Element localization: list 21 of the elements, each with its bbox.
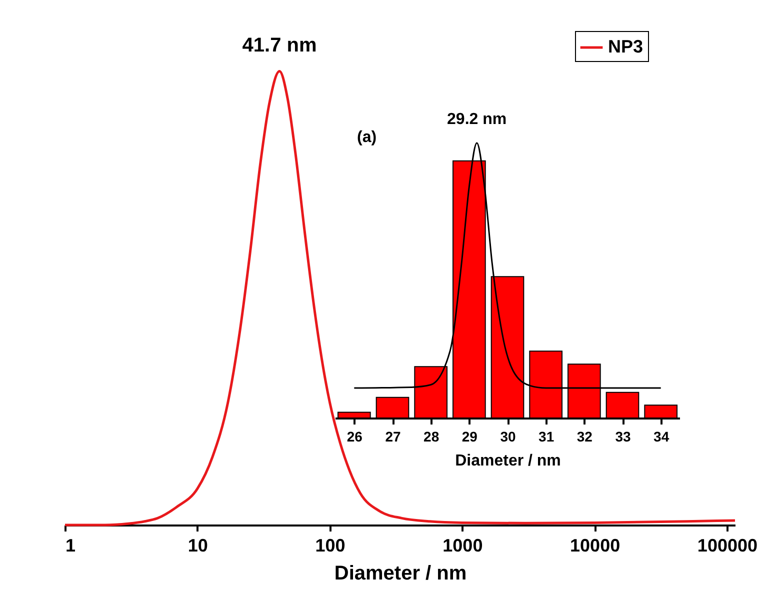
x-tick-label: 28 [424,428,440,444]
x-tick-label: 1 [66,536,76,556]
annotation: (a) [357,129,377,146]
x-tick-label: 32 [576,428,593,444]
x-tick-label: 29 [462,428,478,444]
x-tick-label: 10 [188,536,208,556]
x-tick-label: 31 [538,428,554,444]
x-tick-label: 100000 [697,536,758,556]
x-tick-label: 1000 [442,536,483,556]
legend-label: NP3 [608,36,644,56]
x-tick-label: 10000 [570,536,620,556]
x-tick-label: 100 [315,536,346,556]
x-tick-label: 26 [346,428,363,444]
annotation: 29.2 nm [447,111,507,128]
x-tick-label: 30 [500,428,516,444]
x-tick-label: 34 [654,428,670,444]
x-axis-title: Diameter / nm [455,452,561,470]
x-axis-title: Diameter / nm [334,562,467,584]
annotation: 41.7 nm [242,34,317,56]
x-tick-label: 27 [385,428,401,444]
x-tick-label: 33 [615,428,631,444]
